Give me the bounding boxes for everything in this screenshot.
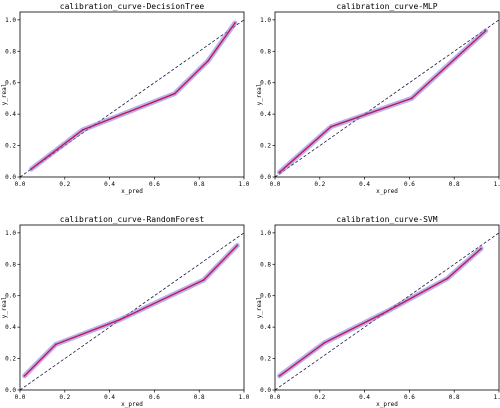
chart-title: calibration_curve-RandomForest [60, 215, 205, 224]
y-tick-label: 0.0 [5, 387, 16, 394]
x-tick-label: 0.6 [404, 394, 415, 401]
chart-panel-1: calibration_curve-DecisionTree 0.0 0.2 0.4 0… [1, 2, 250, 195]
chart-panel-3: calibration_curve-RandomForest 0.0 0.2 0.4 0… [1, 215, 250, 408]
x-tick-label: 0.0 [15, 394, 26, 401]
x-tick-label: 0.0 [270, 181, 281, 188]
calibration-point [173, 92, 176, 95]
y-tick-label: 0.2 [5, 356, 16, 363]
chart-panel-4: calibration_curve-SVM 0.0 0.2 0.4 0.6 0.8 1.0 0… [256, 215, 500, 408]
x-tick-label: 0.8 [449, 181, 460, 188]
y-tick-label: 0.8 [5, 48, 16, 55]
y-axis-label: y_real [256, 83, 263, 105]
y-tick-label: 0.0 [260, 174, 271, 181]
x-tick-label: 0.4 [359, 181, 370, 188]
chart-title: calibration_curve-DecisionTree [60, 2, 205, 11]
y-tick-label: 0.6 [260, 293, 271, 300]
y-axis-label: y_real [1, 296, 8, 318]
y-tick-label: 0.6 [5, 80, 16, 87]
x-tick-label: 0.2 [59, 394, 70, 401]
confidence-band [22, 242, 240, 379]
y-tick-label: 1.0 [5, 230, 16, 237]
x-tick-label: 0.8 [449, 394, 460, 401]
x-tick-label: 0.0 [270, 394, 281, 401]
x-tick-label: 0.6 [149, 394, 160, 401]
x-tick-label: 0.8 [194, 394, 205, 401]
x-axis-label: x_pred [121, 401, 143, 408]
y-tick-label: 0.2 [5, 143, 16, 150]
plot-frame [274, 224, 500, 391]
calibration-point [484, 29, 487, 32]
x-tick-label: 1.0 [494, 181, 500, 188]
calibration-point [386, 310, 388, 313]
y-tick-label: 0.4 [260, 111, 271, 118]
y-axis-label: y_real [1, 83, 8, 105]
calibration-point [207, 59, 210, 62]
x-tick-label: 0.0 [15, 181, 26, 188]
plot-frame [274, 11, 500, 178]
x-tick-label: 0.6 [149, 181, 160, 188]
x-tick-label: 0.4 [104, 394, 115, 401]
calibration-point [236, 244, 239, 247]
y-tick-label: 1.0 [5, 17, 16, 24]
y-tick-label: 0.6 [260, 80, 271, 87]
calibration-point [54, 343, 57, 346]
x-tick-label: 0.2 [59, 181, 70, 188]
x-axis-label: x_pred [121, 188, 143, 195]
x-axis-label: x_pred [376, 401, 398, 408]
confidence-band [277, 246, 484, 379]
x-tick-label: 1.0 [239, 181, 250, 188]
x-tick-label: 1.0 [494, 394, 500, 401]
chart-title: calibration_curve-MLP [336, 2, 437, 11]
y-tick-label: 1.0 [260, 230, 271, 237]
calibration-point [480, 247, 482, 250]
calibration-point [81, 128, 84, 131]
y-tick-label: 0.4 [5, 324, 16, 331]
diagonal-reference-line [274, 19, 500, 178]
confidence-band [28, 20, 238, 172]
y-tick-label: 0.8 [260, 261, 271, 268]
calibration-curve-line [279, 30, 487, 173]
y-tick-label: 0.6 [5, 293, 16, 300]
y-tick-label: 0.2 [260, 143, 271, 150]
x-tick-label: 0.2 [314, 394, 325, 401]
calibration-point [119, 318, 122, 321]
calibration-point [278, 374, 281, 377]
y-tick-label: 0.0 [260, 387, 271, 394]
calibration-point [410, 97, 413, 100]
x-tick-label: 0.6 [404, 181, 415, 188]
calibration-point [323, 341, 326, 344]
x-tick-label: 0.2 [314, 181, 325, 188]
y-tick-label: 0.8 [5, 261, 16, 268]
y-axis-label: y_real [256, 296, 263, 318]
calibration-point [446, 277, 449, 280]
y-tick-label: 0.0 [5, 174, 16, 181]
chart-title: calibration_curve-SVM [336, 215, 437, 224]
x-tick-label: 0.4 [359, 394, 370, 401]
x-tick-label: 0.8 [194, 181, 205, 188]
y-tick-label: 0.8 [260, 48, 271, 55]
y-tick-label: 0.2 [260, 356, 271, 363]
calibration-point [23, 374, 26, 377]
y-tick-label: 0.4 [5, 111, 16, 118]
calibration-point [202, 279, 205, 281]
calibration-point [30, 168, 33, 171]
plot-frame [19, 11, 245, 178]
calibration-point [278, 171, 281, 174]
y-tick-label: 1.0 [260, 17, 271, 24]
calibration-point [330, 125, 332, 128]
x-tick-label: 1.0 [239, 394, 250, 401]
x-axis-label: x_pred [376, 188, 398, 195]
chart-panel-2: calibration_curve-MLP 0.0 0.2 0.4 0.6 0.8 1.0 0… [256, 2, 500, 195]
calibration-point [234, 22, 236, 24]
calibration-curve-line [24, 244, 238, 377]
plot-frame [19, 224, 245, 391]
x-tick-label: 0.4 [104, 181, 115, 188]
y-tick-label: 0.4 [260, 324, 271, 331]
